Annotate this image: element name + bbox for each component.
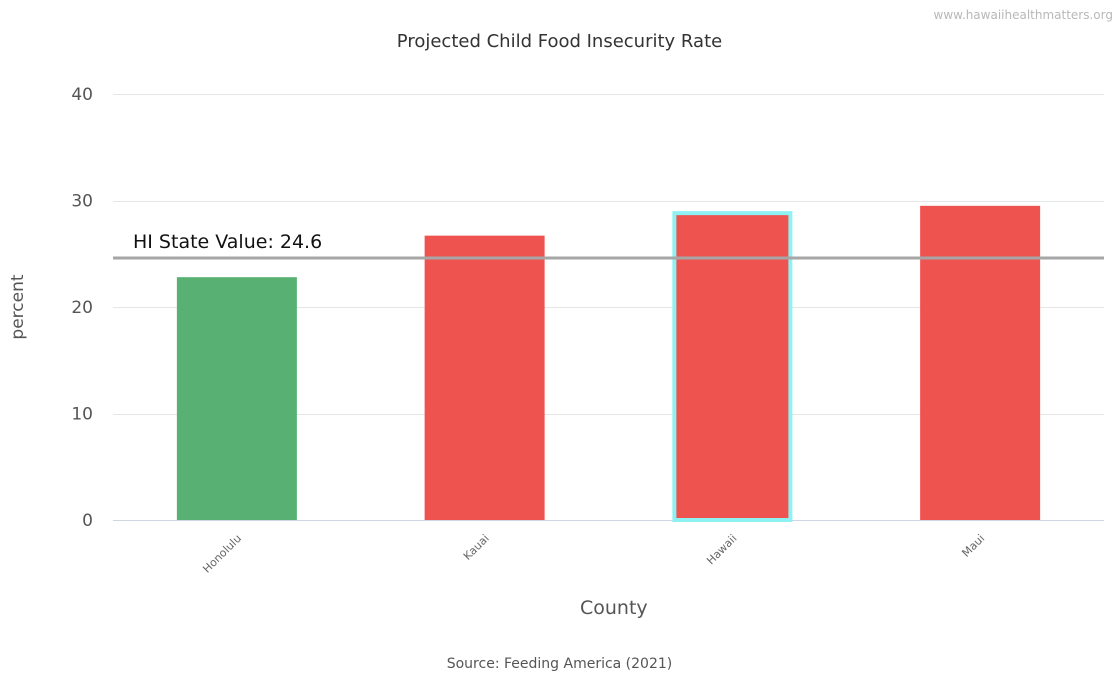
y-tick-label: 20 [71, 298, 93, 318]
y-tick-label: 10 [71, 405, 93, 425]
x-tick-label: Honolulu [200, 532, 244, 576]
y-tick-label: 0 [82, 511, 93, 531]
x-tick-label: Maui [959, 532, 987, 560]
x-tick-label: Kauai [461, 532, 492, 563]
y-tick-label: 40 [71, 85, 93, 105]
bars [177, 206, 1040, 520]
bar-kauai [425, 236, 545, 520]
bar-honolulu [177, 277, 297, 520]
bar-maui [920, 206, 1040, 520]
y-tick-label: 30 [71, 192, 93, 212]
x-tick-labels: Honolulu Kauai Hawaii Maui [200, 532, 987, 576]
y-tick-labels: 0 10 20 30 40 [71, 85, 93, 531]
x-tick-label: Hawaii [704, 532, 739, 567]
